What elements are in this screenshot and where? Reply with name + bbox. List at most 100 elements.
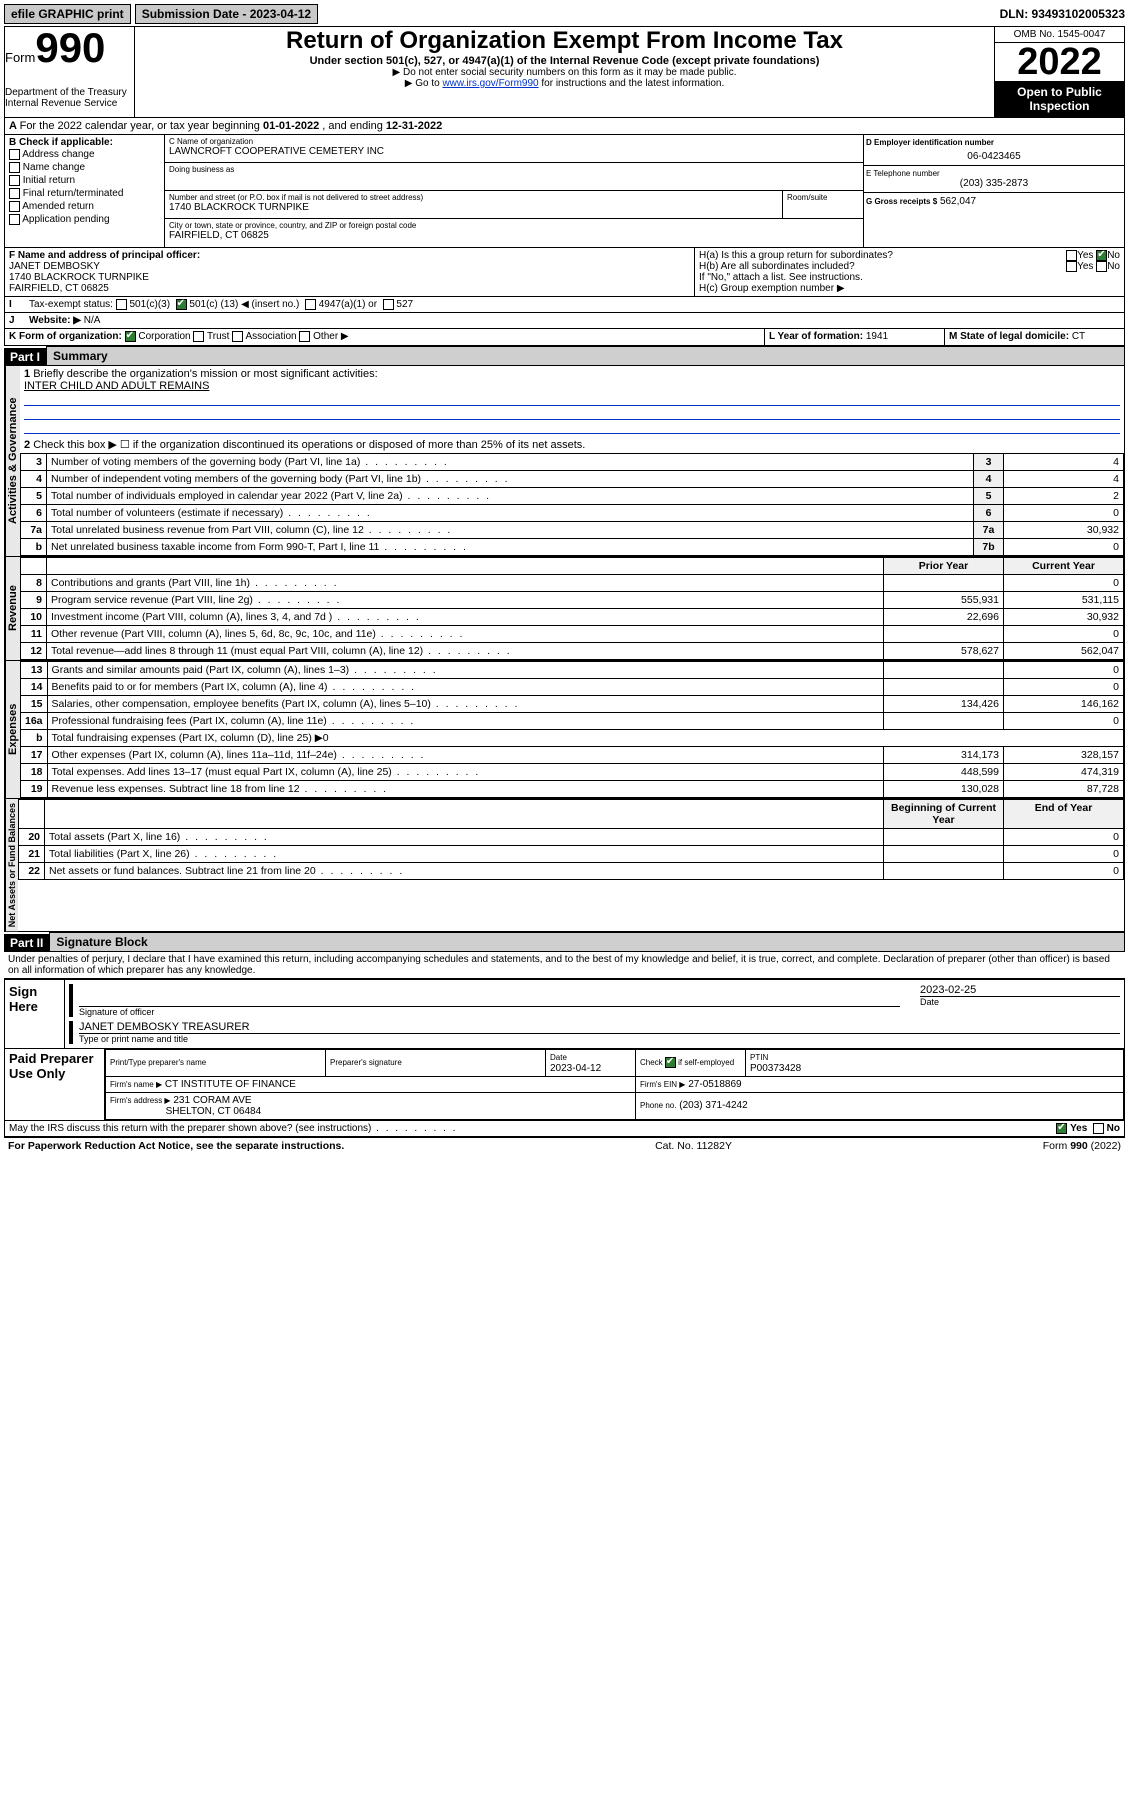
table-row: 5Total number of individuals employed in… (21, 487, 1124, 504)
officer-signature-line[interactable] (79, 984, 900, 1007)
table-row: 10Investment income (Part VIII, column (… (21, 608, 1124, 625)
sig-date-value: 2023-02-25 (920, 984, 1120, 996)
table-row: 20Total assets (Part X, line 16)0 (19, 828, 1124, 845)
row-a-tax-year: A For the 2022 calendar year, or tax yea… (4, 118, 1125, 135)
firm-addr-label: Firm's address ▶ (110, 1096, 171, 1105)
chk-final-return[interactable]: Final return/terminated (9, 187, 160, 200)
firm-name-label: Firm's name ▶ (110, 1080, 162, 1089)
chk-address-change[interactable]: Address change (9, 148, 160, 161)
goto-pre: ▶ Go to (405, 78, 443, 89)
discuss-no-checkbox[interactable] (1093, 1123, 1104, 1134)
hb-yes-checkbox[interactable] (1066, 261, 1077, 272)
hb-no-checkbox[interactable] (1096, 261, 1107, 272)
efile-print-button[interactable]: efile GRAPHIC print (4, 4, 131, 24)
officer-sig-label: Signature of officer (79, 1007, 900, 1017)
firm-phone-value: (203) 371-4242 (679, 1100, 747, 1111)
org-name: LAWNCROFT COOPERATIVE CEMETERY INC (169, 146, 859, 157)
table-row: 16aProfessional fundraising fees (Part I… (21, 712, 1124, 729)
section-net-assets: Net Assets or Fund Balances Beginning of… (4, 799, 1125, 932)
beginning-year-header: Beginning of Current Year (884, 799, 1004, 828)
row-a-mid: , and ending (319, 120, 386, 132)
table-row: 9Program service revenue (Part VIII, lin… (21, 591, 1124, 608)
gross-value: 562,047 (940, 196, 976, 207)
table-row: bNet unrelated business taxable income f… (21, 538, 1124, 555)
chk-association[interactable] (232, 331, 243, 342)
governance-table: 3Number of voting members of the governi… (20, 453, 1124, 556)
q1-label: Briefly describe the organization's miss… (33, 368, 377, 380)
firm-addr1-value: 231 CORAM AVE (173, 1095, 251, 1106)
chk-name-change[interactable]: Name change (9, 161, 160, 174)
box-b-header: B Check if applicable: (9, 137, 160, 148)
ha-no-checkbox[interactable] (1096, 250, 1107, 261)
hb-note: If "No," attach a list. See instructions… (699, 272, 1120, 283)
ptin-value: P00373428 (750, 1063, 801, 1074)
501c-number: 13 (224, 299, 235, 310)
pra-notice: For Paperwork Reduction Act Notice, see … (8, 1140, 344, 1152)
chk-501c3[interactable] (116, 299, 127, 310)
firm-ein-label: Firm's EIN ▶ (640, 1080, 685, 1089)
discuss-yes-checkbox[interactable] (1056, 1123, 1067, 1134)
mission-line (24, 420, 1120, 434)
part2-header: Part II (4, 934, 49, 952)
table-row: 15Salaries, other compensation, employee… (21, 695, 1124, 712)
table-row: 4Number of independent voting members of… (21, 470, 1124, 487)
row-f-h: F Name and address of principal officer:… (4, 248, 1125, 297)
chk-application-pending[interactable]: Application pending (9, 213, 160, 226)
row-klm: K Form of organization: Corporation Trus… (4, 329, 1125, 345)
city-value: FAIRFIELD, CT 06825 (169, 230, 859, 241)
table-row: 13Grants and similar amounts paid (Part … (21, 661, 1124, 678)
prior-year-header: Prior Year (884, 557, 1004, 574)
row-i: I Tax-exempt status: 501(c)(3) 501(c) (1… (4, 297, 1125, 313)
submission-date-button[interactable]: Submission Date - 2023-04-12 (135, 4, 318, 24)
chk-527[interactable] (383, 299, 394, 310)
officer-addr1: 1740 BLACKROCK TURNPIKE (9, 272, 690, 283)
chk-other[interactable] (299, 331, 310, 342)
footer: For Paperwork Reduction Act Notice, see … (4, 1137, 1125, 1154)
hb-label: H(b) Are all subordinates included? (699, 261, 855, 272)
table-row: 7aTotal unrelated business revenue from … (21, 521, 1124, 538)
form-title: Return of Organization Exempt From Incom… (135, 27, 994, 55)
firm-ein-value: 27-0518869 (688, 1079, 741, 1090)
chk-trust[interactable] (193, 331, 204, 342)
irs-link[interactable]: www.irs.gov/Form990 (442, 78, 538, 89)
ha-yes-checkbox[interactable] (1066, 250, 1077, 261)
vert-expenses: Expenses (5, 661, 20, 798)
end-year-header: End of Year (1004, 799, 1124, 828)
discuss-label: May the IRS discuss this return with the… (9, 1123, 371, 1134)
table-row: 22Net assets or fund balances. Subtract … (19, 862, 1124, 879)
prep-date-value: 2023-04-12 (550, 1063, 601, 1074)
sign-here-block: Sign Here Signature of officer 2023-02-2… (4, 978, 1125, 1049)
part1-header: Part I (4, 348, 46, 366)
prep-name-label: Print/Type preparer's name (110, 1058, 206, 1067)
paid-preparer-label: Paid Preparer Use Only (5, 1049, 105, 1120)
current-year-header: Current Year (1004, 557, 1124, 574)
table-row: 19Revenue less expenses. Subtract line 1… (21, 780, 1124, 797)
q2-label: Check this box ▶ ☐ if the organization d… (33, 439, 585, 451)
date-label: Date (920, 997, 1120, 1007)
row-a-begin: 01-01-2022 (263, 120, 319, 132)
cat-number: Cat. No. 11282Y (655, 1140, 732, 1152)
chk-amended-return[interactable]: Amended return (9, 200, 160, 213)
mission-line (24, 392, 1120, 406)
row-a-pre: For the 2022 calendar year, or tax year … (20, 120, 263, 132)
prep-sig-label: Preparer's signature (330, 1058, 402, 1067)
goto-post: for instructions and the latest informat… (539, 78, 725, 89)
box-c: C Name of organization LAWNCROFT COOPERA… (165, 135, 864, 247)
box-deg: D Employer identification number 06-0423… (864, 135, 1124, 247)
top-bar: efile GRAPHIC print Submission Date - 20… (4, 4, 1125, 24)
penalty-statement: Under penalties of perjury, I declare th… (4, 952, 1125, 978)
chk-self-employed[interactable] (665, 1057, 676, 1068)
chk-initial-return[interactable]: Initial return (9, 174, 160, 187)
sign-here-label: Sign Here (5, 979, 65, 1048)
chk-4947[interactable] (305, 299, 316, 310)
prep-date-label: Date (550, 1053, 567, 1062)
chk-501c[interactable] (176, 299, 187, 310)
section-governance: Activities & Governance 1 Briefly descri… (4, 366, 1125, 557)
website-value: N/A (84, 315, 101, 326)
officer-typed-name: JANET DEMBOSKY TREASURER (79, 1021, 1120, 1033)
table-row: 8Contributions and grants (Part VIII, li… (21, 574, 1124, 591)
vert-revenue: Revenue (5, 557, 20, 660)
chk-corporation[interactable] (125, 331, 136, 342)
officer-label: F Name and address of principal officer: (9, 250, 690, 261)
row-a-end: 12-31-2022 (386, 120, 442, 132)
